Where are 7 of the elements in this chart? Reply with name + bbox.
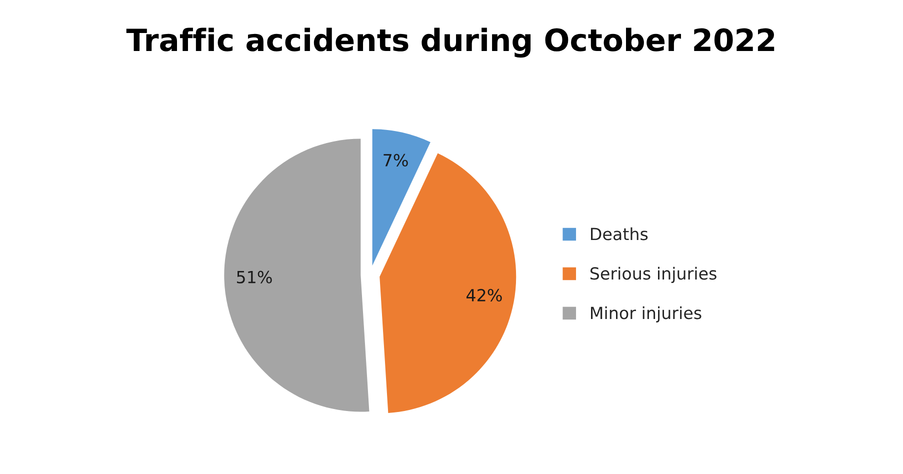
chart-title: Traffic accidents during October 2022 (126, 28, 774, 58)
data-label: 51% (237, 270, 272, 284)
data-label: 42% (466, 288, 502, 302)
legend-label: Minor injuries (591, 306, 702, 322)
legend-label: Serious injuries (590, 266, 716, 283)
data-label: 7% (384, 154, 408, 167)
legend-label: Deaths (591, 227, 648, 240)
